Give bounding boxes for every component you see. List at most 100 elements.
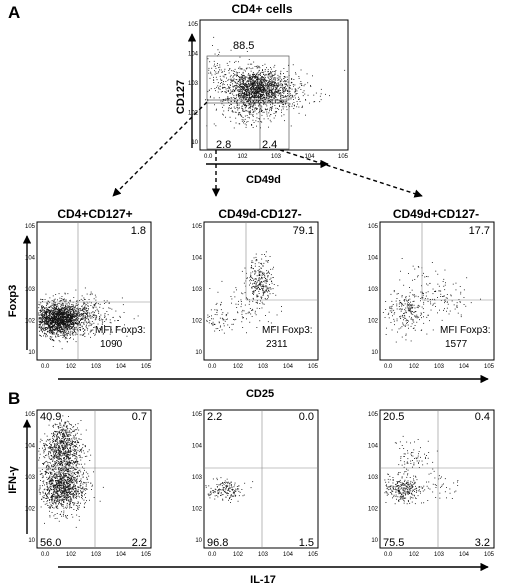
event-dot bbox=[241, 87, 243, 88]
event-dot bbox=[252, 67, 254, 69]
event-dot bbox=[253, 93, 255, 95]
event-dot bbox=[273, 117, 275, 119]
event-dot bbox=[59, 321, 61, 323]
event-dot bbox=[261, 81, 263, 82]
event-dot bbox=[267, 88, 268, 89]
event-dot bbox=[94, 319, 96, 321]
event-dot bbox=[392, 315, 393, 317]
event-dot bbox=[262, 273, 263, 274]
gate-cd127-pos bbox=[206, 55, 290, 101]
event-dot bbox=[50, 311, 51, 313]
event-dot bbox=[70, 317, 72, 319]
event-dot bbox=[243, 93, 245, 95]
event-dot bbox=[234, 111, 236, 113]
event-dot bbox=[260, 84, 262, 86]
event-dot bbox=[250, 276, 251, 277]
event-dot bbox=[63, 317, 65, 319]
event-dot bbox=[400, 309, 402, 311]
event-dot bbox=[54, 326, 55, 328]
event-dot bbox=[207, 58, 209, 60]
event-dot bbox=[58, 311, 60, 313]
event-dot bbox=[61, 328, 63, 330]
event-dot bbox=[70, 337, 71, 338]
event-dot bbox=[256, 296, 258, 298]
event-dot bbox=[259, 303, 261, 304]
event-dot bbox=[412, 301, 414, 302]
event-dot bbox=[258, 65, 260, 67]
event-dot bbox=[53, 314, 55, 316]
event-dot bbox=[240, 299, 242, 301]
event-dot bbox=[396, 305, 398, 307]
event-dot bbox=[249, 77, 251, 79]
event-dot bbox=[238, 61, 239, 63]
event-dot bbox=[406, 322, 407, 324]
event-dot bbox=[71, 322, 73, 324]
event-dot bbox=[257, 88, 258, 90]
event-dot bbox=[217, 328, 219, 329]
event-dot bbox=[258, 66, 260, 68]
event-dot bbox=[72, 309, 74, 311]
event-dot bbox=[248, 82, 249, 84]
event-dot bbox=[395, 341, 397, 343]
event-dot bbox=[252, 300, 254, 302]
event-dot bbox=[65, 306, 67, 307]
event-dot bbox=[114, 320, 116, 322]
event-dot bbox=[55, 313, 57, 314]
event-dot bbox=[54, 328, 56, 330]
event-dot bbox=[54, 304, 56, 306]
event-dot bbox=[66, 319, 68, 321]
event-dot bbox=[426, 276, 427, 277]
event-dot bbox=[295, 93, 297, 95]
event-dot bbox=[76, 319, 78, 321]
event-dot bbox=[220, 301, 222, 303]
event-dot bbox=[227, 88, 229, 89]
event-dot bbox=[44, 322, 45, 324]
event-dot bbox=[72, 324, 74, 326]
event-dot bbox=[53, 328, 54, 330]
event-dot bbox=[56, 325, 58, 327]
event-dot bbox=[267, 276, 269, 278]
event-dot bbox=[269, 96, 271, 98]
event-dot bbox=[265, 109, 266, 111]
event-dot bbox=[71, 493, 73, 495]
event-dot bbox=[211, 323, 213, 325]
event-dot bbox=[262, 265, 264, 267]
event-dot bbox=[269, 85, 271, 87]
event-dot bbox=[68, 486, 70, 488]
event-dot bbox=[261, 296, 263, 298]
event-dot bbox=[53, 318, 55, 320]
event-dot bbox=[93, 315, 95, 316]
event-dot bbox=[269, 87, 271, 89]
event-dot bbox=[409, 304, 411, 306]
event-dot bbox=[258, 287, 259, 288]
event-dot bbox=[238, 107, 240, 109]
event-dot bbox=[74, 487, 76, 489]
event-dot bbox=[40, 335, 41, 336]
event-dot bbox=[224, 91, 226, 93]
event-dot bbox=[444, 302, 445, 304]
event-dot bbox=[295, 93, 297, 95]
event-dot bbox=[389, 307, 390, 309]
event-dot bbox=[80, 313, 82, 315]
event-dot bbox=[260, 82, 262, 84]
event-dot bbox=[63, 335, 65, 337]
event-dot bbox=[65, 333, 67, 335]
event-dot bbox=[61, 322, 63, 324]
event-dot bbox=[240, 301, 242, 302]
event-dot bbox=[223, 332, 225, 334]
event-dot bbox=[262, 285, 264, 287]
event-dot bbox=[247, 89, 249, 90]
event-dot bbox=[276, 83, 278, 85]
plot-b1: 40.9 0.7 56.0 2.2 0.0 102 103 104 1051010210… bbox=[25, 409, 152, 558]
event-dot bbox=[262, 91, 264, 93]
event-dot bbox=[51, 309, 52, 311]
event-dot bbox=[259, 320, 261, 322]
event-dot bbox=[444, 289, 446, 291]
event-dot bbox=[74, 320, 76, 322]
event-dot bbox=[59, 341, 61, 343]
event-dot bbox=[243, 93, 245, 95]
event-dot bbox=[256, 95, 258, 97]
event-dot bbox=[44, 327, 46, 328]
event-dot bbox=[259, 288, 260, 290]
event-dot bbox=[51, 330, 53, 332]
